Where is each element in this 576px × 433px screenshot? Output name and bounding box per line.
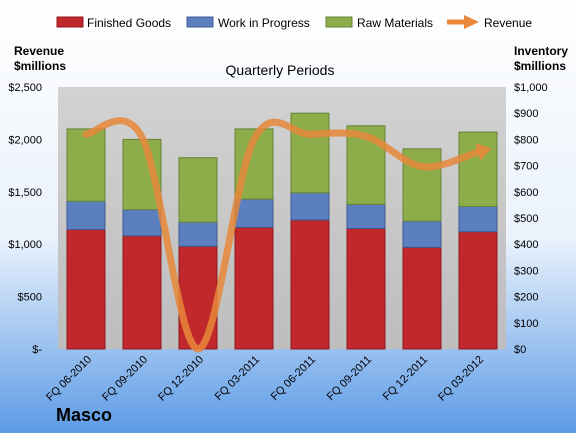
left-tick-label: $2,500 [8,82,42,94]
bar-finished-goods-7 [458,231,498,350]
left-axis-title-line1: Revenue [14,44,64,58]
legend-label-work-in-progress: Work in Progress [218,16,310,30]
chart-subtitle: Quarterly Periods [226,62,335,78]
bar-raw-materials-2 [178,157,218,223]
legend: Finished Goods Work in Progress Raw Mate… [56,15,532,30]
right-tick-label: $300 [514,265,538,277]
bar-work-in-progress-5 [346,203,386,229]
bar-work-in-progress-7 [458,206,498,233]
right-tick-label: $800 [514,134,538,146]
bar-finished-goods-3 [234,226,274,350]
right-tick-label: $600 [514,187,538,199]
right-tick-label: $400 [514,239,538,251]
left-tick-label: $500 [18,292,42,304]
left-tick-label: $1,000 [8,239,42,251]
right-tick-label: $700 [514,161,538,173]
bar-work-in-progress-0 [66,200,106,230]
right-tick-label: $200 [514,292,538,304]
bar-raw-materials-0 [66,128,106,202]
revenue-line-layer [82,117,492,353]
right-axis-title-line2: $millions [514,59,566,73]
bar-finished-goods-5 [346,228,386,350]
left-tick-label: $- [32,344,42,356]
legend-swatch-work-in-progress [186,16,214,28]
bar-work-in-progress-3 [234,198,274,228]
bar-work-in-progress-4 [290,192,330,221]
right-tick-label: $100 [514,318,538,330]
bar-finished-goods-1 [122,235,162,350]
bar-raw-materials-4 [290,112,330,194]
right-tick-label: $500 [514,213,538,225]
bar-finished-goods-6 [402,246,442,350]
company-name: Masco [56,405,112,425]
bar-finished-goods-4 [290,219,330,350]
left-tick-label: $2,000 [8,134,42,146]
right-tick-label: $900 [514,108,538,120]
bar-work-in-progress-1 [122,209,162,237]
right-tick-label: $1,000 [514,82,548,94]
legend-label-raw-materials: Raw Materials [357,16,433,30]
left-axis-title-line2: $millions [14,59,66,73]
right-axis-title-line1: Inventory [514,44,568,58]
legend-swatch-finished-goods [56,16,84,28]
bar-raw-materials-7 [458,131,498,208]
bar-work-in-progress-6 [402,220,442,248]
revenue-line-arrowhead [475,143,492,161]
bars-layer [66,112,498,350]
legend-arrow-revenue [464,15,479,29]
right-tick-label: $0 [514,344,526,356]
legend-label-finished-goods: Finished Goods [87,16,171,30]
left-tick-label: $1,500 [8,187,42,199]
legend-swatch-raw-materials [325,16,353,28]
legend-label-revenue: Revenue [484,16,532,30]
bar-finished-goods-0 [66,229,106,350]
revenue-line [82,117,482,353]
bar-work-in-progress-2 [178,221,218,247]
